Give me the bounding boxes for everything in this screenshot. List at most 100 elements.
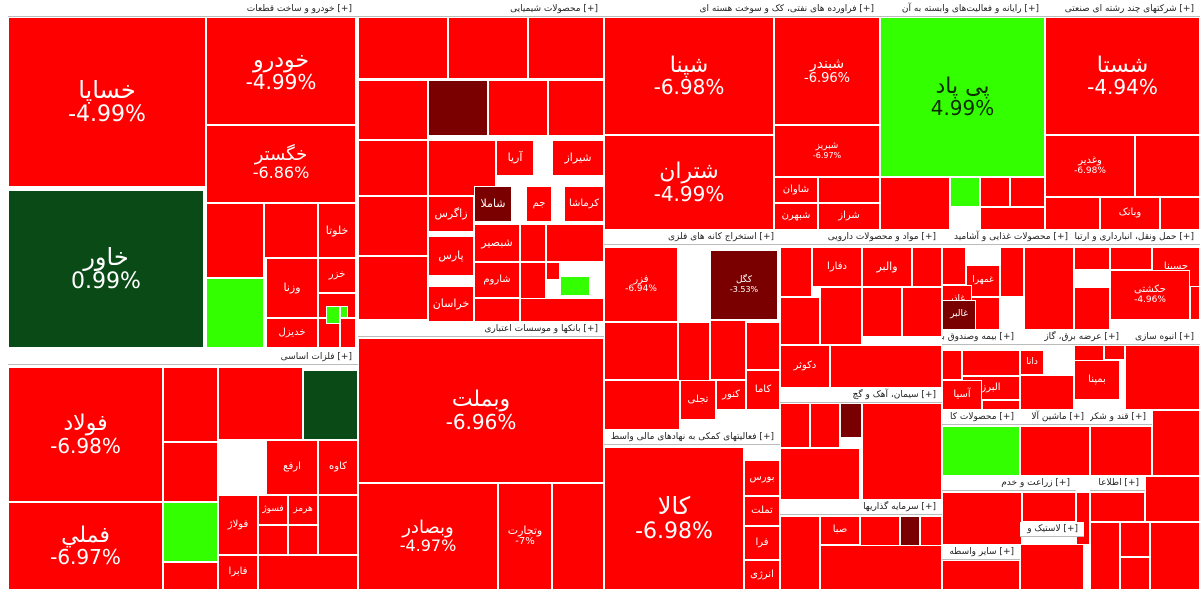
treemap-cell[interactable]	[780, 247, 812, 297]
treemap-cell[interactable]	[428, 80, 488, 136]
treemap-cell[interactable]	[258, 525, 288, 555]
treemap-cell[interactable]	[358, 140, 428, 196]
sector-title-cement[interactable]: [+] سیمان، آهک و گچ	[780, 388, 942, 403]
treemap-cell[interactable]	[862, 287, 902, 337]
treemap-cell[interactable]	[780, 448, 860, 500]
tile-mining-3[interactable]: تجلی	[680, 380, 716, 420]
sector-title-plastic[interactable]: [+] لاستیک و	[1020, 522, 1084, 537]
tile-metal-2[interactable]: کاوه	[318, 440, 358, 495]
treemap-cell[interactable]	[830, 345, 942, 388]
tile-chem-9[interactable]: خراسان	[428, 286, 474, 322]
treemap-cell[interactable]	[1150, 522, 1200, 590]
treemap-cell[interactable]	[358, 256, 428, 320]
treemap-cell[interactable]	[1125, 345, 1200, 410]
treemap-cell[interactable]	[1020, 544, 1084, 590]
treemap-cell[interactable]	[1045, 197, 1100, 230]
treemap-cell[interactable]	[163, 367, 218, 442]
tile-invest-0[interactable]: صبا	[820, 516, 860, 545]
tile-chem-7[interactable]: پارس	[428, 236, 474, 276]
treemap-cell[interactable]	[710, 320, 746, 380]
sector-title-metal[interactable]: [+] فلزات اساسی	[8, 350, 358, 365]
tile-oil-3[interactable]: شبریز -6.97%	[774, 125, 880, 177]
treemap-cell[interactable]	[264, 203, 318, 258]
treemap-cell[interactable]	[1090, 492, 1145, 522]
tile-transport-1[interactable]: حکشتی -4.96%	[1110, 270, 1190, 320]
tile-power-1[interactable]: بمپنا	[1074, 360, 1120, 400]
treemap-cell[interactable]	[428, 140, 496, 196]
tile-pharma-2[interactable]: دکوثر	[780, 345, 830, 388]
treemap-cell[interactable]	[474, 298, 520, 322]
treemap-cell[interactable]	[900, 516, 920, 546]
tile-chem-6[interactable]: شبصیر	[474, 224, 520, 262]
tile-metal-6[interactable]: فولاژ	[218, 495, 258, 555]
treemap-cell[interactable]	[810, 403, 840, 448]
tile-mining-0[interactable]: فزر -6.94%	[604, 247, 678, 322]
treemap-cell[interactable]	[1104, 345, 1125, 360]
tile-mining-2[interactable]: کنور	[716, 380, 746, 410]
tile-auto-1[interactable]: خودرو -4.99%	[206, 17, 356, 125]
tile-metal-1[interactable]: فملي -6.97%	[8, 502, 163, 590]
tile-auto-4[interactable]: خلوتا	[318, 203, 356, 258]
treemap-cell[interactable]	[1135, 135, 1200, 197]
tile-oil-5[interactable]: شراز	[818, 203, 880, 230]
treemap-cell[interactable]	[980, 207, 1045, 230]
treemap-cell[interactable]	[546, 262, 560, 280]
sector-title-machine[interactable]: [+] ماشین آلا	[1020, 410, 1090, 425]
treemap-cell[interactable]	[1074, 287, 1110, 330]
treemap-cell[interactable]	[520, 262, 546, 300]
sector-title-chem[interactable]: [+] محصولات شیمیایی	[358, 2, 604, 17]
treemap-cell[interactable]	[488, 80, 548, 136]
sector-title-build[interactable]: [+] انبوه سازی	[1125, 330, 1200, 345]
treemap-cell[interactable]	[1020, 426, 1090, 476]
tile-metal-3[interactable]: ارفع	[266, 440, 318, 495]
treemap-cell[interactable]	[258, 555, 358, 590]
treemap-cell[interactable]	[303, 370, 358, 440]
tile-chem-0[interactable]: آریا	[496, 140, 534, 176]
treemap-cell[interactable]	[358, 80, 428, 140]
treemap-cell[interactable]	[962, 350, 1020, 376]
treemap-cell[interactable]	[340, 318, 356, 348]
sector-title-other[interactable]: [+] سایر واسطه	[942, 545, 1020, 560]
treemap-cell[interactable]	[1120, 557, 1150, 590]
treemap-cell[interactable]	[520, 298, 604, 322]
tile-bank-2[interactable]: وتجارت -7%	[498, 483, 552, 590]
tile-finance-4[interactable]: انرژی	[744, 560, 780, 590]
treemap-cell[interactable]	[552, 483, 604, 590]
tile-mining-4[interactable]: کاما	[746, 370, 780, 410]
treemap-cell[interactable]	[206, 203, 264, 278]
tile-insurance-0[interactable]: دانا	[1020, 350, 1044, 375]
tile-auto-6[interactable]: وزنا	[266, 258, 318, 318]
sector-title-comm[interactable]: [+] اطلاعا	[1090, 476, 1145, 491]
sector-title-auto[interactable]: [+] خودرو و ساخت قطعات	[8, 2, 358, 17]
sector-title-insurance[interactable]: [+] بیمه وصندوق بازن	[942, 330, 1020, 345]
tile-auto-5[interactable]: خزر	[318, 258, 356, 293]
tile-metal-5[interactable]: فسوژ	[258, 495, 288, 525]
treemap-cell[interactable]	[548, 80, 604, 136]
treemap-cell[interactable]	[920, 516, 942, 546]
tile-food-2[interactable]: غالبر	[942, 300, 976, 330]
sector-title-mining[interactable]: [+] استخراج کانه های فلزی	[604, 230, 780, 245]
treemap-cell[interactable]	[326, 306, 340, 324]
treemap-cell[interactable]	[942, 350, 962, 380]
treemap-cell[interactable]	[942, 492, 1022, 545]
treemap-cell[interactable]	[1145, 476, 1200, 522]
sector-title-sugar[interactable]: [+] قند و شکر	[1090, 410, 1152, 425]
sector-title-multi[interactable]: [+] شرکتهای چند رشته ای صنعتی	[1045, 2, 1200, 17]
treemap-cell[interactable]	[942, 426, 1020, 476]
treemap-cell[interactable]	[942, 560, 1020, 590]
treemap-cell[interactable]	[1022, 492, 1076, 522]
sector-title-food[interactable]: [+] محصولات غذایی و آشامید	[942, 230, 1074, 245]
treemap-cell[interactable]	[1000, 247, 1024, 297]
treemap-cell[interactable]	[1076, 492, 1090, 545]
tile-finance-2[interactable]: تملت	[744, 496, 780, 526]
tile-insurance-2[interactable]: آسیا	[942, 380, 982, 410]
tile-auto-7[interactable]: خدیزل	[266, 318, 318, 348]
treemap-cell[interactable]	[1120, 522, 1150, 557]
treemap-cell[interactable]	[1090, 522, 1120, 590]
treemap-cell[interactable]	[950, 177, 980, 207]
treemap-cell[interactable]	[820, 287, 862, 345]
treemap-cell[interactable]	[780, 403, 810, 448]
tile-food-0[interactable]: غمهرا	[966, 265, 1000, 297]
tile-pharma-1[interactable]: دفارا	[812, 247, 862, 287]
sector-title-pharma[interactable]: [+] مواد و محصولات دارویی	[780, 230, 942, 245]
